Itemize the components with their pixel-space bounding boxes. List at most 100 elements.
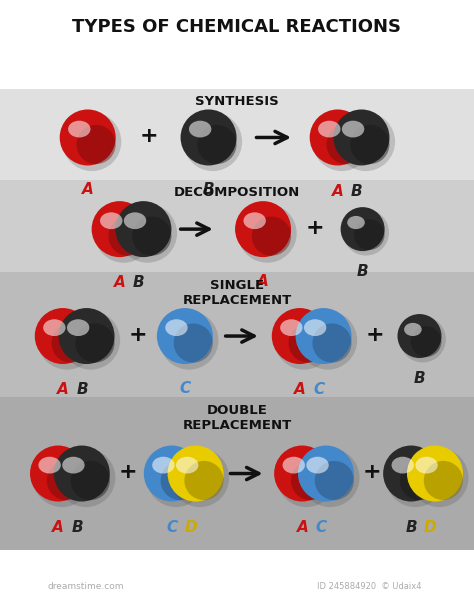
Text: +: +	[306, 218, 325, 238]
Ellipse shape	[168, 445, 224, 502]
Bar	[0, 397, 474, 550]
Text: A: A	[294, 382, 306, 397]
Ellipse shape	[298, 445, 354, 502]
Ellipse shape	[94, 204, 153, 263]
Ellipse shape	[76, 125, 116, 164]
Ellipse shape	[71, 461, 110, 500]
Ellipse shape	[272, 308, 328, 364]
Text: C: C	[313, 382, 325, 397]
Text: A: A	[332, 184, 344, 199]
Ellipse shape	[33, 448, 91, 507]
Text: C: C	[166, 520, 178, 535]
Ellipse shape	[386, 448, 445, 507]
Ellipse shape	[91, 201, 147, 257]
Ellipse shape	[109, 216, 147, 256]
Ellipse shape	[170, 448, 229, 507]
Text: A: A	[297, 520, 308, 535]
Text: A: A	[57, 382, 69, 397]
Ellipse shape	[327, 125, 365, 164]
Ellipse shape	[183, 112, 242, 171]
Ellipse shape	[63, 112, 121, 171]
Ellipse shape	[35, 308, 91, 364]
Ellipse shape	[132, 216, 172, 256]
Ellipse shape	[347, 216, 365, 229]
Ellipse shape	[296, 308, 352, 364]
Ellipse shape	[184, 461, 224, 500]
Text: D: D	[185, 520, 197, 535]
Ellipse shape	[144, 445, 200, 502]
Ellipse shape	[274, 311, 333, 370]
Ellipse shape	[400, 316, 446, 362]
Ellipse shape	[37, 311, 96, 370]
Ellipse shape	[146, 448, 205, 507]
Ellipse shape	[54, 445, 110, 502]
Text: +: +	[128, 325, 147, 345]
Ellipse shape	[277, 448, 336, 507]
Ellipse shape	[124, 213, 146, 229]
Text: +: +	[118, 463, 137, 482]
Ellipse shape	[350, 125, 390, 164]
Ellipse shape	[60, 109, 116, 166]
Ellipse shape	[301, 448, 360, 507]
Ellipse shape	[43, 320, 65, 336]
Text: A: A	[82, 182, 93, 197]
Text: A: A	[53, 520, 64, 535]
Ellipse shape	[56, 448, 116, 507]
Bar	[0, 89, 474, 180]
Ellipse shape	[181, 109, 237, 166]
Text: dreamstime.com: dreamstime.com	[47, 582, 124, 591]
Ellipse shape	[398, 314, 441, 358]
Text: +: +	[140, 126, 159, 146]
Ellipse shape	[173, 323, 213, 363]
Ellipse shape	[157, 308, 213, 364]
Ellipse shape	[315, 461, 354, 500]
Ellipse shape	[312, 323, 352, 363]
Ellipse shape	[392, 457, 414, 474]
Text: B: B	[133, 276, 145, 290]
Text: B: B	[76, 382, 88, 397]
Text: B: B	[414, 371, 425, 386]
Text: +: +	[365, 325, 384, 345]
Text: ID 245884920  © Udaix4: ID 245884920 © Udaix4	[318, 582, 422, 591]
Ellipse shape	[176, 457, 199, 474]
Ellipse shape	[400, 461, 439, 500]
Ellipse shape	[298, 311, 357, 370]
Ellipse shape	[118, 204, 177, 263]
Ellipse shape	[160, 311, 219, 370]
Ellipse shape	[312, 112, 371, 171]
Bar	[0, 272, 474, 397]
Ellipse shape	[235, 201, 291, 257]
Ellipse shape	[152, 457, 174, 474]
Text: D: D	[424, 520, 437, 535]
Ellipse shape	[38, 457, 61, 474]
Ellipse shape	[274, 445, 330, 502]
Ellipse shape	[407, 445, 463, 502]
Ellipse shape	[280, 320, 302, 336]
Ellipse shape	[67, 320, 90, 336]
Ellipse shape	[68, 121, 91, 137]
Text: SYNTHESIS: SYNTHESIS	[195, 95, 279, 108]
Ellipse shape	[383, 445, 439, 502]
Ellipse shape	[336, 112, 395, 171]
Text: B: B	[72, 520, 83, 535]
Ellipse shape	[52, 323, 91, 363]
Ellipse shape	[341, 207, 384, 251]
Ellipse shape	[116, 201, 172, 257]
Text: DECOMPOSITION: DECOMPOSITION	[174, 186, 300, 199]
Text: A: A	[257, 274, 269, 289]
Ellipse shape	[283, 457, 305, 474]
Text: +: +	[363, 463, 382, 482]
Text: B: B	[357, 265, 368, 279]
Ellipse shape	[75, 323, 115, 363]
Text: B: B	[406, 520, 417, 535]
Ellipse shape	[61, 311, 120, 370]
Ellipse shape	[47, 461, 86, 500]
Ellipse shape	[310, 109, 365, 166]
Ellipse shape	[62, 457, 85, 474]
Ellipse shape	[289, 323, 328, 363]
Ellipse shape	[306, 457, 329, 474]
Ellipse shape	[354, 219, 384, 250]
Text: A: A	[114, 276, 126, 290]
Ellipse shape	[424, 461, 463, 500]
Ellipse shape	[189, 121, 211, 137]
